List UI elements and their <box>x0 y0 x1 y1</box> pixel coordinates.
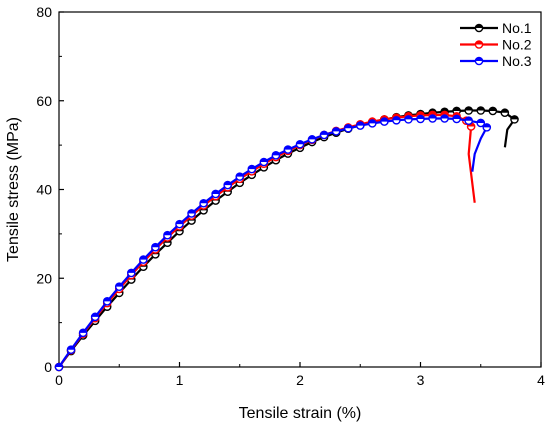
data-point-fill <box>392 116 400 121</box>
data-point-fill <box>236 173 244 177</box>
data-point-fill <box>465 117 473 121</box>
data-point-fill <box>356 121 364 126</box>
data-point-fill <box>320 131 328 135</box>
data-point-fill <box>187 209 196 214</box>
data-point-fill <box>477 106 485 111</box>
y-tick-label: 40 <box>36 182 52 198</box>
data-point-fill <box>224 181 232 186</box>
data-point-fill <box>404 115 413 120</box>
data-point-fill <box>260 158 268 162</box>
series-no-2 <box>54 110 476 372</box>
data-point-fill <box>67 346 75 350</box>
legend-label: No.2 <box>502 37 532 53</box>
data-point-fill <box>510 115 519 120</box>
data-point-fill <box>483 123 491 128</box>
data-point-fill <box>212 190 220 194</box>
data-point-fill <box>501 109 509 113</box>
data-point-fill <box>139 256 147 260</box>
data-point-fill <box>308 135 316 140</box>
data-point-fill <box>477 119 485 123</box>
legend-label: No.3 <box>502 53 532 69</box>
x-tick-label: 1 <box>176 372 184 388</box>
data-point-fill <box>344 124 352 129</box>
legend-label: No.1 <box>502 20 532 36</box>
legend: No.1No.2No.3 <box>460 20 532 69</box>
y-tick-label: 60 <box>36 93 52 109</box>
data-point-fill <box>163 231 172 236</box>
x-axis-title: Tensile strain (%) <box>239 405 362 422</box>
series-no-3 <box>54 114 492 372</box>
legend-item-no-2: No.2 <box>460 37 532 53</box>
data-point-fill <box>441 114 449 119</box>
legend-marker-fill <box>475 40 483 45</box>
data-point-fill <box>416 115 425 119</box>
data-point-fill <box>441 108 449 112</box>
x-tick-label: 4 <box>537 372 545 388</box>
y-axis-title: Tensile stress (MPa) <box>5 117 22 262</box>
data-point-fill <box>453 115 461 119</box>
data-point-fill <box>441 111 449 115</box>
data-point-fill <box>115 283 123 287</box>
data-point-fill <box>151 243 159 248</box>
data-point-fill <box>453 107 461 111</box>
data-point-fill <box>404 112 413 117</box>
data-point-fill <box>91 313 99 317</box>
data-point-fill <box>489 107 497 111</box>
data-point-fill <box>428 114 437 119</box>
data-point-fill <box>416 111 425 116</box>
data-point-fill <box>272 151 280 156</box>
series-line <box>58 113 476 368</box>
legend-item-no-3: No.3 <box>460 53 532 69</box>
x-tick-label: 2 <box>296 372 304 388</box>
data-point-fill <box>127 269 135 273</box>
data-point-fill <box>175 220 184 225</box>
data-point-fill <box>103 297 111 302</box>
data-point-fill <box>380 118 388 122</box>
x-tick-label: 0 <box>55 372 63 388</box>
data-point-fill <box>296 140 304 145</box>
data-point-fill <box>248 165 256 170</box>
data-point-fill <box>284 145 292 150</box>
data-point-fill <box>428 111 437 115</box>
y-tick-label: 0 <box>44 359 52 375</box>
plot-border <box>58 11 542 368</box>
data-point-fill <box>368 119 376 124</box>
legend-marker-fill <box>475 24 483 28</box>
data-point-fill <box>79 329 87 333</box>
data-point-fill <box>332 127 340 132</box>
data-point-fill <box>200 199 208 204</box>
x-tick-label: 3 <box>417 372 425 388</box>
y-tick-label: 20 <box>36 270 52 286</box>
y-tick-label: 80 <box>36 4 52 20</box>
plot-area <box>58 11 542 368</box>
data-point-fill <box>465 106 473 111</box>
legend-marker-fill <box>475 57 483 61</box>
data-point-fill <box>55 363 63 367</box>
legend-item-no-1: No.1 <box>460 20 532 36</box>
series-layer <box>54 106 519 372</box>
